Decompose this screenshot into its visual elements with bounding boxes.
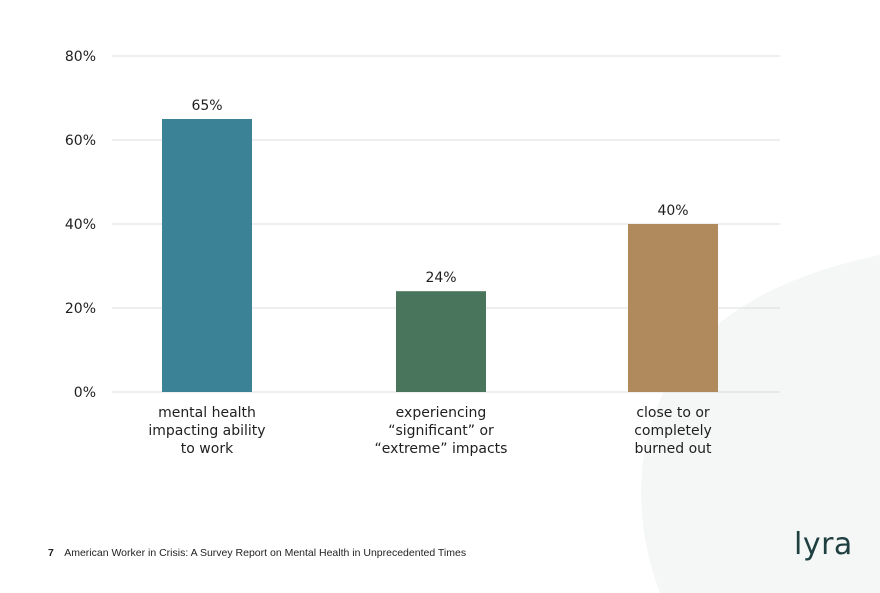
- category-label: mental health impacting ability to work: [117, 404, 297, 458]
- lyra-logo: lyra: [794, 527, 853, 562]
- y-tick-label: 20%: [65, 301, 96, 317]
- footer-title: American Worker in Crisis: A Survey Repo…: [64, 547, 467, 559]
- category-label-line: “extreme” impacts: [374, 441, 508, 457]
- bar-value-label: 65%: [191, 98, 222, 114]
- y-tick-label: 40%: [65, 217, 96, 233]
- footer: 7 American Worker in Crisis: A Survey Re…: [48, 547, 466, 559]
- category-label-line: close to or: [636, 405, 710, 421]
- category-label: close to or completely burned out: [583, 404, 763, 458]
- y-tick-label: 80%: [65, 49, 96, 65]
- category-label-line: mental health: [158, 405, 256, 421]
- y-tick-label: 60%: [65, 133, 96, 149]
- bar: [628, 224, 718, 392]
- bar: [396, 291, 486, 392]
- category-label-line: impacting ability: [148, 423, 266, 439]
- category-label: experiencing “significant” or “extreme” im…: [351, 404, 531, 458]
- page-number: 7: [48, 547, 54, 559]
- bar-value-label: 24%: [425, 270, 456, 286]
- category-label-line: completely: [634, 423, 712, 439]
- value-labels: 65% 24% 40%: [191, 98, 688, 286]
- category-label-line: burned out: [634, 441, 712, 457]
- category-label-line: “significant” or: [388, 423, 494, 439]
- category-label-line: to work: [180, 441, 234, 457]
- bar-value-label: 40%: [657, 203, 688, 219]
- category-label-line: experiencing: [395, 405, 487, 421]
- bars: [162, 119, 718, 392]
- bar: [162, 119, 252, 392]
- y-axis-ticks: 0% 20% 40% 60% 80%: [65, 49, 96, 401]
- y-tick-label: 0%: [74, 385, 96, 401]
